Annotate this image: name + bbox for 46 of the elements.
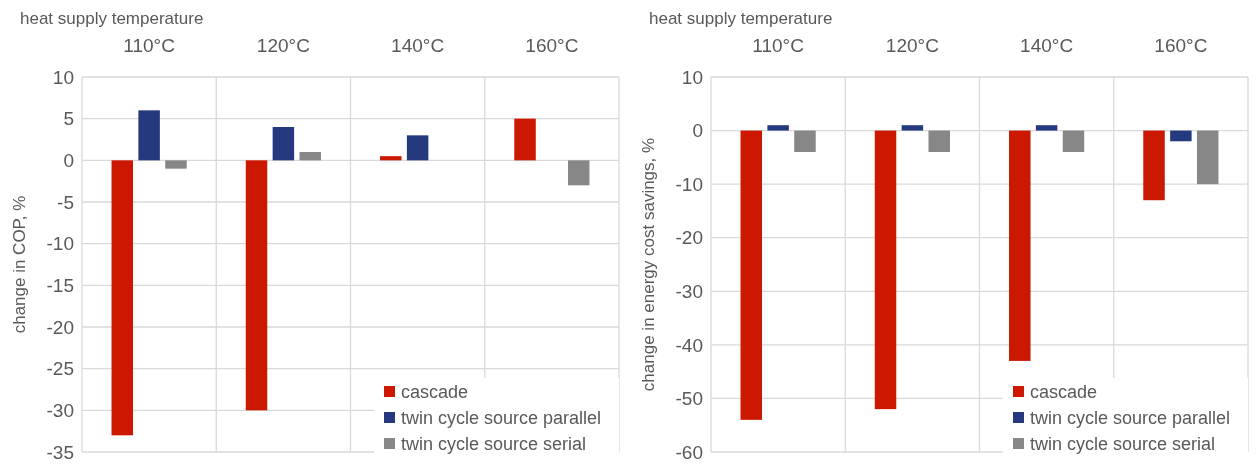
y-tick-label: -30	[46, 399, 74, 421]
x-tick-label: 160°C	[525, 35, 579, 56]
bar	[138, 110, 160, 161]
bar	[245, 160, 268, 411]
x-tick-label: 110°C	[752, 35, 804, 56]
y-tick-label: -60	[675, 441, 703, 463]
y-tick-label: -20	[46, 316, 74, 338]
y-tick-label: 0	[63, 149, 74, 171]
y-tick-label: -40	[675, 334, 703, 356]
y-tick-label: -5	[57, 191, 74, 213]
legend-label: twin cycle source serial	[401, 434, 587, 455]
y-tick-label: 10	[681, 66, 703, 88]
bar	[272, 127, 295, 161]
x-tick-label: 140°C	[391, 35, 445, 56]
y-tick-label: -30	[675, 280, 703, 302]
y-axis-title: change in energy cost savings, %	[639, 137, 658, 392]
legend-label: twin cycle source parallel	[401, 408, 602, 429]
y-tick-label: -35	[46, 441, 74, 463]
x-tick-label: 140°C	[1020, 35, 1074, 56]
y-tick-label: -20	[675, 227, 703, 249]
bar	[165, 160, 187, 169]
bar	[299, 152, 321, 161]
bar	[567, 160, 590, 186]
bar	[406, 135, 429, 161]
bar	[380, 156, 402, 161]
y-tick-label: -50	[675, 388, 703, 410]
x-tick-label: 110°C	[123, 35, 175, 56]
x-tick-label: 120°C	[885, 35, 939, 56]
y-axis-title: change in COP, %	[10, 195, 29, 334]
y-tick-label: -15	[46, 274, 74, 296]
legend-label: cascade	[1030, 382, 1098, 403]
x-axis-title: heat supply temperature	[20, 9, 204, 28]
bar	[111, 160, 134, 436]
y-tick-label: 5	[63, 108, 74, 130]
legend-label: cascade	[401, 382, 469, 403]
bar	[514, 118, 536, 161]
legend-label: twin cycle source parallel	[1030, 408, 1231, 429]
y-tick-label: -10	[675, 173, 703, 195]
x-tick-label: 160°C	[1154, 35, 1208, 56]
x-tick-label: 120°C	[256, 35, 310, 56]
x-axis-title: heat supply temperature	[649, 9, 833, 28]
y-tick-label: -25	[46, 358, 74, 380]
y-tick-label: 10	[52, 66, 74, 88]
legend-label: twin cycle source serial	[1030, 434, 1216, 455]
y-tick-label: 0	[692, 120, 703, 142]
y-tick-label: -10	[46, 233, 74, 255]
